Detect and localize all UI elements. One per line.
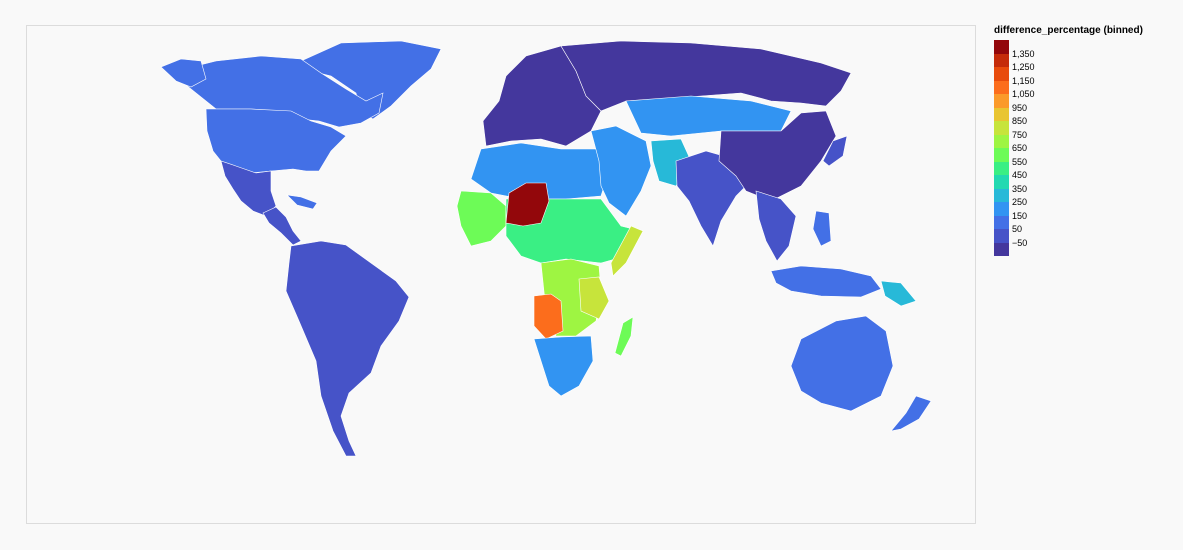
legend-label: 1,150 (1012, 75, 1035, 86)
legend-swatch (994, 215, 1009, 229)
legend-swatch (994, 121, 1009, 135)
legend-swatch (994, 67, 1009, 81)
region-usa (205, 108, 347, 174)
legend-swatch (994, 202, 1009, 216)
legend-label: 350 (1012, 183, 1028, 194)
region-indonesia (770, 265, 882, 298)
region-africa-west (456, 190, 507, 247)
region-south-america (285, 240, 410, 457)
region-kazakh-mongolia (625, 95, 792, 137)
region-tanzania (578, 276, 610, 320)
map-frame (26, 25, 976, 524)
region-horn (610, 225, 644, 277)
legend-label: 850 (1012, 116, 1028, 126)
legend-label: 1,350 (1012, 48, 1035, 59)
legend-swatch (994, 94, 1009, 108)
region-niger (505, 182, 550, 227)
legend-title: difference_percentage (binned) (994, 25, 1143, 36)
region-png (880, 280, 917, 307)
legend-label: 550 (1012, 156, 1028, 167)
region-africa-south (533, 335, 594, 397)
legend-swatch (994, 40, 1009, 54)
region-central-america (262, 206, 302, 246)
region-caribbean (286, 194, 318, 210)
legend-label: 250 (1012, 197, 1028, 207)
legend-label: 150 (1012, 210, 1028, 221)
region-philippines (812, 210, 832, 247)
legend-label: 1,050 (1012, 89, 1035, 99)
region-japan (822, 135, 848, 167)
region-russia (560, 40, 852, 112)
legend-swatch (994, 80, 1009, 94)
legend-label: 950 (1012, 102, 1028, 113)
legend-swatch (994, 53, 1009, 67)
legend-swatch (994, 188, 1009, 202)
legend-label: 650 (1012, 143, 1028, 153)
legend-swatch (994, 148, 1009, 162)
legend: difference_percentage (binned) 1,350 1,25… (994, 25, 1174, 256)
region-new-zealand (890, 395, 932, 432)
world-map (160, 40, 932, 457)
legend-color-ramp (994, 40, 1009, 256)
region-canada (175, 55, 384, 128)
region-greenland (300, 40, 442, 120)
legend-body: 1,350 1,250 1,150 1,050 950 850 750 650 550 450 35… (994, 40, 1174, 256)
legend-label: 50 (1012, 224, 1023, 234)
legend-swatch (994, 175, 1009, 189)
region-africa-north (470, 142, 610, 200)
legend-swatch (994, 107, 1009, 121)
region-australia (790, 315, 894, 412)
region-middle-east (590, 125, 652, 217)
legend-swatch (994, 134, 1009, 148)
legend-label: 450 (1012, 170, 1028, 180)
legend-swatch (994, 242, 1009, 256)
region-se-asia (755, 190, 797, 262)
legend-label: −50 (1012, 237, 1028, 248)
legend-swatch (994, 161, 1009, 175)
region-madagascar (614, 316, 634, 357)
region-alaska (160, 58, 207, 88)
legend-label: 1,250 (1012, 62, 1035, 72)
region-china (718, 110, 837, 202)
legend-label: 750 (1012, 129, 1028, 140)
region-angola (533, 293, 564, 340)
legend-swatch (994, 229, 1009, 243)
